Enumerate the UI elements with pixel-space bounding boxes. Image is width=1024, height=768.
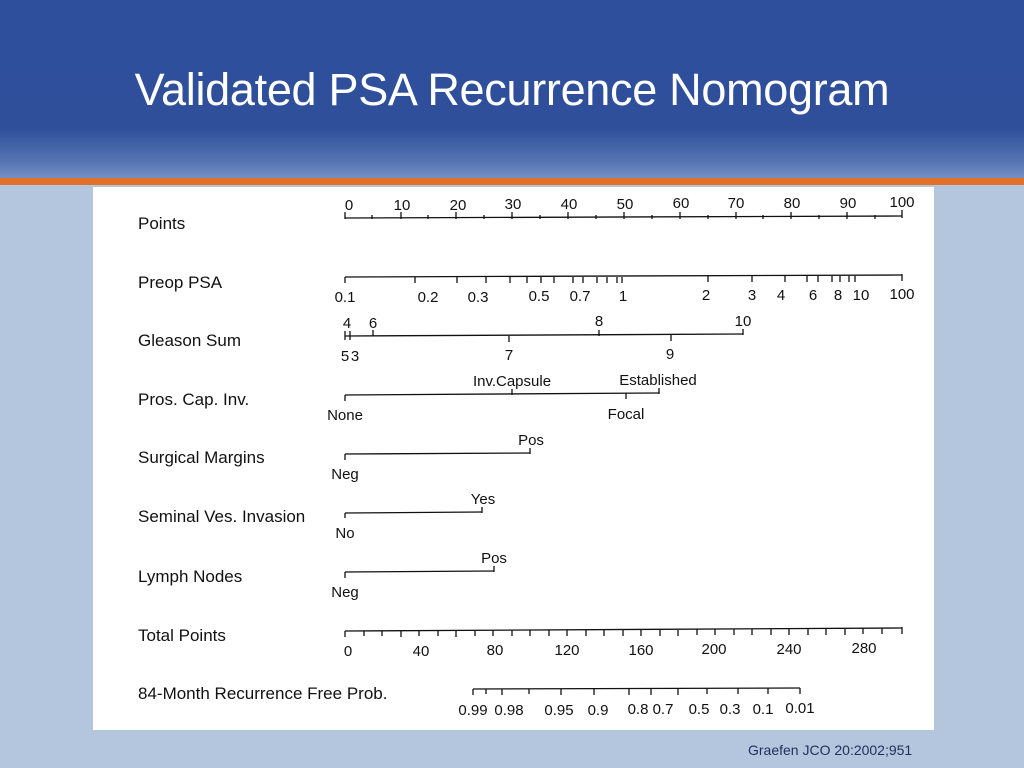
- svg-text:0.7: 0.7: [570, 288, 591, 305]
- svg-text:0.3: 0.3: [468, 289, 489, 306]
- svg-text:3: 3: [351, 348, 359, 365]
- svg-text:None: None: [327, 407, 363, 424]
- svg-text:Yes: Yes: [471, 491, 495, 508]
- svg-text:0.1: 0.1: [753, 701, 774, 718]
- svg-text:0.95: 0.95: [544, 702, 573, 719]
- svg-text:280: 280: [851, 640, 876, 657]
- svg-text:0.98: 0.98: [494, 702, 523, 719]
- row-label-prob: 84-Month Recurrence Free Prob.: [138, 684, 387, 703]
- svg-text:Pos: Pos: [518, 432, 544, 449]
- svg-text:0.99: 0.99: [458, 702, 487, 719]
- svg-text:240: 240: [776, 641, 801, 658]
- slide-title: Validated PSA Recurrence Nomogram: [134, 64, 890, 115]
- svg-text:160: 160: [628, 642, 653, 659]
- svg-text:0.5: 0.5: [529, 288, 550, 305]
- svg-text:5: 5: [341, 348, 349, 365]
- svg-text:40: 40: [413, 643, 430, 660]
- lymph-axis: Pos Neg: [331, 550, 507, 601]
- svg-text:0.7: 0.7: [653, 701, 674, 718]
- svg-text:100: 100: [889, 194, 914, 211]
- svg-text:0: 0: [344, 643, 352, 660]
- nomogram-panel: Points Preop PSA Gleason Sum Pros. Cap. …: [93, 187, 934, 730]
- svg-text:Pos: Pos: [481, 550, 507, 567]
- svg-text:6: 6: [809, 287, 817, 304]
- svg-text:3: 3: [748, 287, 756, 304]
- svg-text:0.3: 0.3: [720, 701, 741, 718]
- svg-text:0.01: 0.01: [785, 700, 814, 717]
- row-label-points: Points: [138, 214, 185, 233]
- svg-text:9: 9: [666, 346, 674, 363]
- svg-text:0: 0: [345, 197, 353, 214]
- svg-text:No: No: [335, 525, 354, 542]
- seminal-axis: Yes No: [335, 491, 495, 542]
- svg-text:Focal: Focal: [608, 406, 645, 423]
- svg-text:Neg: Neg: [331, 466, 359, 483]
- svg-text:10: 10: [853, 287, 870, 304]
- gleason-axis: 4 6 8 10 5 3 7 9: [341, 313, 752, 365]
- svg-text:90: 90: [840, 195, 857, 212]
- svg-text:10: 10: [394, 197, 411, 214]
- svg-text:7: 7: [505, 347, 513, 364]
- svg-text:120: 120: [554, 642, 579, 659]
- citation: Graefen JCO 20:2002;951: [748, 742, 913, 758]
- svg-text:Inv.Capsule: Inv.Capsule: [473, 373, 551, 390]
- svg-text:Established: Established: [619, 372, 697, 389]
- margins-axis: Pos Neg: [331, 432, 544, 483]
- slide-header: Validated PSA Recurrence Nomogram: [0, 0, 1024, 178]
- row-label-capsule: Pros. Cap. Inv.: [138, 390, 249, 409]
- svg-text:4: 4: [343, 315, 351, 332]
- svg-text:0.2: 0.2: [418, 289, 439, 306]
- row-label-preop-psa: Preop PSA: [138, 273, 223, 292]
- probability-axis: 0.99 0.98 0.95 0.9 0.8 0.7 0.5 0.3 0.1 0…: [458, 687, 815, 719]
- svg-text:8: 8: [834, 287, 842, 304]
- svg-text:4: 4: [777, 287, 785, 304]
- svg-text:70: 70: [728, 195, 745, 212]
- preop-psa-axis: 0.1 0.2 0.3 0.5 0.7 1 2 3 4 6 8 10 100: [335, 274, 915, 306]
- svg-text:40: 40: [561, 196, 578, 213]
- svg-text:0.1: 0.1: [335, 289, 356, 306]
- svg-text:Neg: Neg: [331, 584, 359, 601]
- svg-text:0.8: 0.8: [628, 701, 649, 718]
- row-label-lymph: Lymph Nodes: [138, 567, 242, 586]
- svg-text:50: 50: [617, 196, 634, 213]
- svg-text:80: 80: [784, 195, 801, 212]
- svg-text:0.5: 0.5: [689, 701, 710, 718]
- svg-text:0.9: 0.9: [588, 702, 609, 719]
- total-points-axis: 0 40 80 120 160 200 240 280: [344, 627, 903, 660]
- capsule-axis: Inv.Capsule Established None Focal: [327, 372, 697, 424]
- accent-bar: [0, 178, 1024, 185]
- svg-text:6: 6: [369, 315, 377, 332]
- row-label-margins: Surgical Margins: [138, 448, 265, 467]
- row-label-gleason: Gleason Sum: [138, 331, 241, 350]
- svg-text:1: 1: [619, 288, 627, 305]
- svg-text:2: 2: [702, 287, 710, 304]
- svg-text:8: 8: [595, 313, 603, 330]
- svg-text:80: 80: [487, 642, 504, 659]
- svg-text:10: 10: [735, 313, 752, 330]
- nomogram-chart: Points Preop PSA Gleason Sum Pros. Cap. …: [138, 194, 915, 719]
- svg-text:200: 200: [701, 641, 726, 658]
- row-label-total: Total Points: [138, 626, 226, 645]
- svg-text:30: 30: [505, 196, 522, 213]
- points-axis: 0 10 20 30 40 50 60 70 80 90 100: [344, 194, 915, 219]
- svg-text:100: 100: [889, 286, 914, 303]
- row-label-seminal: Seminal Ves. Invasion: [138, 507, 305, 526]
- svg-text:20: 20: [450, 197, 467, 214]
- svg-text:60: 60: [673, 195, 690, 212]
